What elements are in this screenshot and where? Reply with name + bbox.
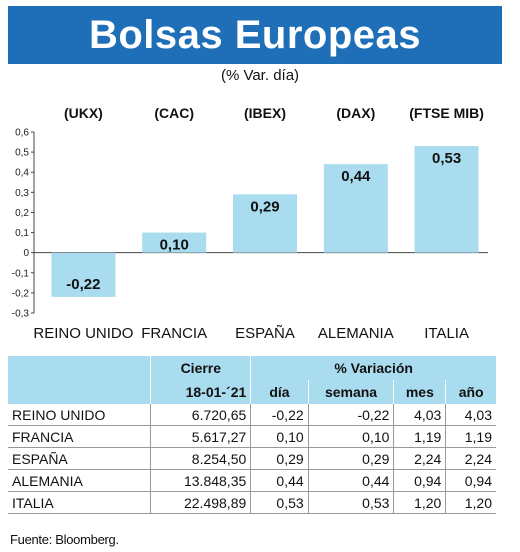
bar — [323, 164, 388, 253]
data-label: 0,44 — [341, 168, 371, 185]
category-label: ESPAÑA — [235, 325, 295, 342]
header-dia: día — [250, 380, 309, 404]
y-tick-label: -0,3 — [12, 309, 30, 320]
y-tick-label: 0,1 — [15, 228, 29, 239]
row-week: -0,22 — [307, 404, 394, 426]
header-date: 18-01-´21 — [150, 380, 251, 404]
row-day: 0,44 — [250, 469, 309, 492]
y-tick-label: 0 — [23, 248, 29, 259]
row-week: 0,29 — [307, 447, 394, 470]
empty-header — [8, 380, 151, 404]
chart-subtitle: (% Var. día) — [220, 67, 300, 84]
index-label: (DAX) — [336, 105, 375, 121]
bar — [142, 232, 207, 253]
table-row: ESPAÑA 8.254,50 0,29 0,29 2,24 2,24 — [8, 447, 496, 470]
row-year: 2,24 — [445, 447, 496, 470]
row-close: 22.498,89 — [150, 491, 251, 514]
row-month: 0,94 — [393, 469, 446, 492]
row-year: 1,20 — [445, 491, 496, 514]
y-tick-label: 0,5 — [15, 148, 29, 159]
row-day: 0,10 — [250, 425, 309, 448]
empty-header — [8, 356, 151, 380]
row-country: FRANCIA — [8, 425, 151, 448]
row-week: 0,53 — [307, 491, 394, 514]
index-label: (CAC) — [154, 105, 194, 121]
bar — [233, 194, 297, 253]
bar-chart: 0,60,50,40,30,20,10-0,1-0,2-0,3-0,22(UKX… — [12, 105, 488, 342]
row-month: 1,19 — [393, 425, 446, 448]
data-label: 0,10 — [160, 237, 189, 254]
page-title: Bolsas Europeas — [88, 12, 422, 57]
row-day: -0,22 — [250, 404, 309, 426]
row-day: 0,53 — [250, 491, 309, 514]
category-label: ALEMANIA — [318, 325, 394, 342]
row-week: 0,44 — [307, 469, 394, 492]
header-mes: mes — [393, 380, 446, 404]
row-month: 4,03 — [393, 404, 446, 426]
table-row: REINO UNIDO 6.720,65 -0,22 -0,22 4,03 4,… — [8, 404, 496, 426]
index-label: (UKX) — [64, 105, 103, 121]
y-tick-label: 0,6 — [15, 128, 29, 139]
header-variacion: % Variación — [250, 356, 496, 380]
header-ano: año — [445, 380, 496, 404]
row-close: 8.254,50 — [150, 447, 251, 470]
data-label: 0,29 — [250, 198, 279, 215]
row-month: 1,20 — [393, 491, 446, 514]
row-country: REINO UNIDO — [8, 404, 151, 426]
row-year: 0,94 — [445, 469, 496, 492]
row-close: 13.848,35 — [150, 469, 251, 492]
table-header-row-1: Cierre % Variación — [8, 356, 496, 380]
y-tick-label: -0,2 — [12, 288, 30, 299]
header-cierre: Cierre — [150, 356, 251, 380]
header-semana: semana — [307, 380, 394, 404]
y-tick-label: 0,4 — [15, 168, 29, 179]
row-country: ITALIA — [8, 491, 151, 514]
title-banner: Bolsas Europeas — [8, 6, 502, 64]
row-country: ESPAÑA — [8, 447, 151, 470]
row-close: 6.720,65 — [150, 404, 251, 426]
y-tick-label: -0,1 — [12, 268, 30, 279]
table-row: FRANCIA 5.617,27 0,10 0,10 1,19 1,19 — [8, 425, 496, 448]
row-day: 0,29 — [250, 447, 309, 470]
row-close: 5.617,27 — [150, 425, 251, 448]
data-label: -0,22 — [66, 276, 100, 293]
table-row: ALEMANIA 13.848,35 0,44 0,44 0,94 0,94 — [8, 469, 496, 492]
category-label: FRANCIA — [141, 325, 207, 342]
data-table: Cierre % Variación 18-01-´21 día semana … — [8, 356, 496, 514]
y-tick-label: 0,3 — [15, 188, 29, 199]
index-label: (FTSE MIB) — [409, 105, 484, 121]
bar — [414, 146, 479, 253]
data-label: 0,53 — [432, 150, 461, 167]
row-month: 2,24 — [393, 447, 446, 470]
category-label: REINO UNIDO — [33, 325, 133, 342]
table-header-row-2: 18-01-´21 día semana mes año — [8, 380, 496, 404]
index-label: (IBEX) — [244, 105, 286, 121]
category-label: ITALIA — [424, 325, 469, 342]
table-row: ITALIA 22.498,89 0,53 0,53 1,20 1,20 — [8, 491, 496, 514]
bar — [51, 252, 116, 297]
row-week: 0,10 — [307, 425, 394, 448]
row-year: 4,03 — [445, 404, 496, 426]
source-note: Fuente: Bloomberg. — [10, 532, 119, 547]
row-country: ALEMANIA — [8, 469, 151, 492]
row-year: 1,19 — [445, 425, 496, 448]
y-tick-label: 0,2 — [15, 208, 29, 219]
